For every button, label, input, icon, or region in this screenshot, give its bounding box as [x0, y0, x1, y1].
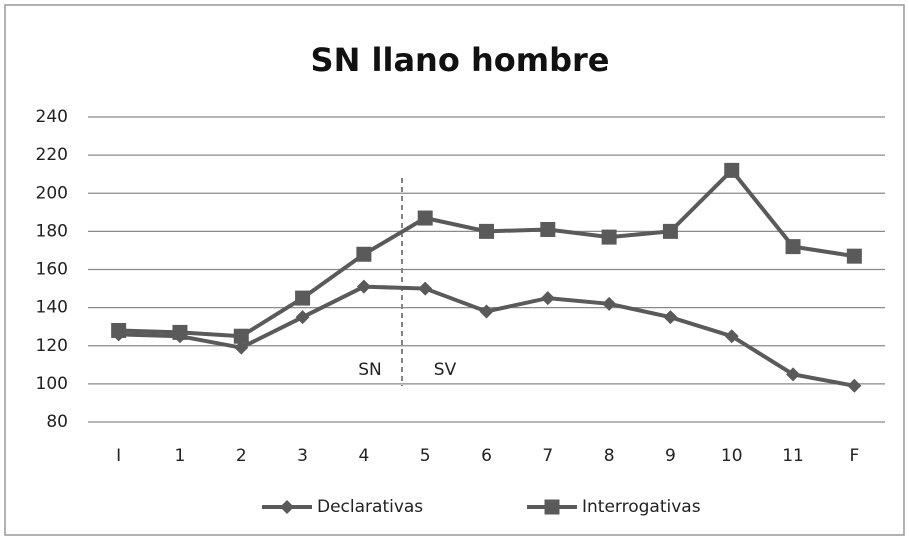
marker: [724, 162, 740, 178]
x-tick-label: 7: [542, 446, 553, 466]
x-tick-label: 11: [782, 446, 804, 466]
legend-label: Declarativas: [317, 497, 423, 517]
marker: [602, 296, 617, 311]
marker: [847, 378, 862, 393]
annotation: SN: [358, 360, 382, 380]
annotation: SV: [434, 360, 457, 380]
marker: [234, 340, 249, 355]
marker: [785, 239, 801, 255]
marker: [356, 279, 371, 294]
x-tick-label: 3: [297, 446, 308, 466]
marker: [786, 367, 801, 382]
marker: [233, 328, 249, 344]
y-tick-label: 140: [36, 298, 68, 318]
x-tick-label: 10: [721, 446, 743, 466]
marker: [601, 229, 617, 245]
x-tick-label: 2: [236, 446, 247, 466]
marker: [418, 281, 433, 296]
marker: [172, 324, 188, 340]
y-tick-label: 160: [36, 260, 68, 280]
marker: [724, 329, 739, 344]
x-tick-label: I: [116, 446, 121, 466]
y-tick-label: 80: [46, 412, 68, 432]
x-tick-label: 4: [358, 446, 369, 466]
marker: [663, 310, 678, 325]
marker: [356, 246, 372, 262]
marker: [479, 223, 494, 239]
x-tick-label: 9: [665, 446, 676, 466]
marker: [662, 223, 678, 239]
marker: [544, 499, 560, 515]
chart-title: SN llano hombre: [311, 41, 610, 79]
marker: [540, 291, 555, 306]
marker: [846, 248, 862, 264]
marker: [295, 290, 311, 306]
marker: [280, 500, 294, 514]
marker: [111, 323, 127, 338]
marker: [540, 221, 556, 237]
x-tick-label: 6: [481, 446, 492, 466]
y-tick-label: 200: [36, 183, 68, 203]
x-tick-label: 1: [175, 446, 186, 466]
x-tick-label: 8: [604, 446, 615, 466]
y-tick-label: 240: [36, 107, 68, 127]
y-tick-label: 100: [36, 374, 68, 394]
marker: [295, 310, 310, 325]
y-tick-label: 220: [36, 145, 68, 165]
x-tick-label: 5: [420, 446, 431, 466]
legend-label: Interrogativas: [582, 497, 701, 517]
marker: [479, 304, 494, 319]
x-tick-label: F: [849, 446, 859, 466]
y-tick-label: 120: [36, 336, 68, 356]
marker: [417, 210, 433, 226]
y-tick-label: 180: [36, 221, 68, 241]
